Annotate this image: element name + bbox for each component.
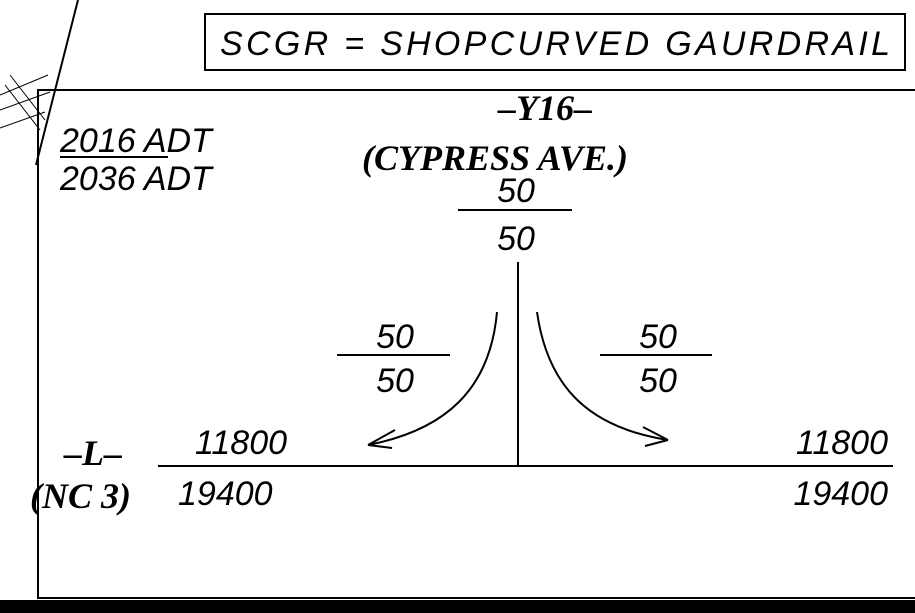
right-turn-arrow <box>536 311 669 447</box>
right-turn-top: 50 <box>639 318 677 356</box>
note-box <box>204 13 906 71</box>
side-road-label: –Y16– <box>497 88 592 128</box>
left-turn-top: 50 <box>376 318 414 356</box>
right-turn-bottom: 50 <box>639 362 677 400</box>
boundary-line <box>35 0 79 166</box>
main-right-top: 11800 <box>796 424 888 462</box>
side-volume-bottom: 50 <box>497 220 535 258</box>
main-right-bottom: 19400 <box>793 475 888 513</box>
main-road-name: (NC 3) <box>30 476 131 516</box>
side-road-name: (CYPRESS AVE.) <box>362 138 628 178</box>
main-left-top: 11800 <box>195 424 287 462</box>
legend-top: 2016 ADT <box>59 122 214 160</box>
diagram-frame <box>37 89 915 599</box>
main-road-label: –L– <box>63 433 122 473</box>
note: SCGR = SHOPCURVED GAURDRAIL <box>220 25 890 63</box>
left-turn-arrow <box>367 311 498 449</box>
main-left-bottom: 19400 <box>178 475 273 513</box>
left-turn-bottom: 50 <box>376 362 414 400</box>
side-volume-top: 50 <box>497 172 535 210</box>
hatch <box>0 74 51 131</box>
legend-bottom: 2036 ADT <box>59 160 214 198</box>
bottom-bar <box>0 600 915 613</box>
